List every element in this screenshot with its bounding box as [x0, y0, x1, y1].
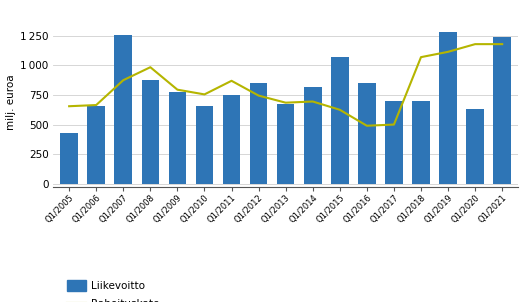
Bar [169, 92, 186, 184]
Bar [277, 104, 295, 184]
Bar [114, 35, 132, 184]
Bar [358, 83, 376, 184]
Bar [494, 37, 511, 184]
Bar [331, 57, 349, 184]
Bar [304, 87, 322, 184]
Y-axis label: milj. euroa: milj. euroa [6, 75, 16, 130]
Bar [142, 80, 159, 184]
Bar [412, 101, 430, 184]
Legend: Liikevoitto, Rahoituskate: Liikevoitto, Rahoituskate [67, 280, 160, 302]
Bar [250, 83, 267, 184]
Bar [467, 109, 484, 184]
Bar [223, 95, 240, 184]
Bar [385, 101, 403, 184]
Bar [87, 106, 105, 184]
Bar [196, 106, 213, 184]
Bar [60, 133, 78, 184]
Bar [439, 32, 457, 184]
